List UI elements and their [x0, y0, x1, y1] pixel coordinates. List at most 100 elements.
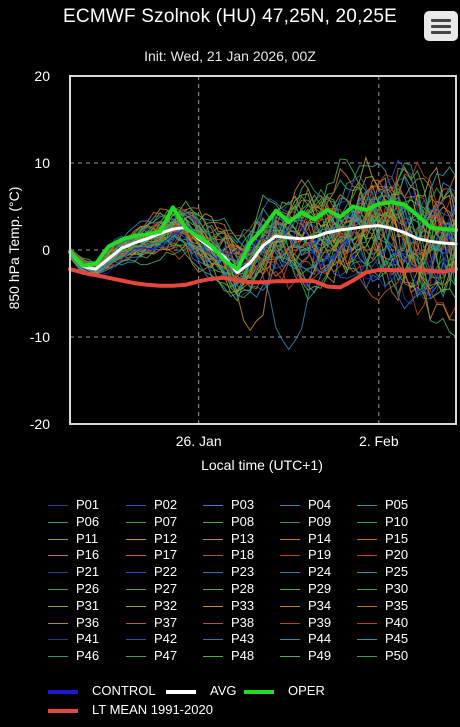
legend-swatch	[48, 572, 68, 574]
legend-swatch	[280, 605, 300, 607]
legend-label: P07	[154, 513, 178, 529]
legend-label: P03	[231, 497, 255, 512]
legend-item-p11[interactable]: P11	[48, 531, 98, 547]
legend-item-p45[interactable]: P45	[357, 631, 408, 647]
plot-frame	[69, 75, 457, 425]
legend-item-p50[interactable]: P50	[357, 648, 408, 664]
legend-label: P43	[231, 631, 255, 647]
legend-item-p06[interactable]: P06	[48, 514, 99, 530]
legend-label: CONTROL	[92, 683, 156, 698]
ensemble-line-control	[69, 215, 457, 299]
legend-item-p37[interactable]: P37	[126, 615, 177, 631]
legend-item-p15[interactable]: P15	[357, 531, 408, 547]
legend-item-control[interactable]: CONTROL	[48, 683, 156, 699]
legend-label: P21	[76, 564, 100, 580]
legend-label: P19	[308, 547, 332, 563]
legend-swatch	[357, 622, 377, 624]
legend-item-p33[interactable]: P33	[203, 598, 254, 614]
legend-item-p39[interactable]: P39	[280, 615, 331, 631]
legend-swatch	[166, 689, 196, 694]
legend-item-p25[interactable]: P25	[357, 564, 408, 580]
legend-swatch	[126, 505, 146, 507]
legend-label: P48	[231, 648, 255, 664]
legend-item-p13[interactable]: P13	[203, 531, 254, 547]
legend-swatch	[280, 505, 300, 507]
legend-label: P02	[154, 497, 178, 512]
legend-swatch	[126, 572, 146, 574]
legend-item-p32[interactable]: P32	[126, 598, 177, 614]
y-tick-label: 0	[42, 242, 50, 258]
legend-label: P42	[154, 631, 178, 647]
legend-item-oper[interactable]: OPER	[244, 683, 325, 699]
legend-item-avg[interactable]: AVG	[166, 683, 237, 699]
legend-item-p38[interactable]: P38	[203, 615, 254, 631]
legend-item-p17[interactable]: P17	[126, 547, 177, 563]
legend-item-p19[interactable]: P19	[280, 547, 331, 563]
legend-item-p28[interactable]: P28	[203, 581, 254, 597]
series-line-oper	[68, 200, 458, 272]
legend-item-p27[interactable]: P27	[126, 581, 177, 597]
legend-item-p08[interactable]: P08	[203, 514, 254, 530]
legend-item-p29[interactable]: P29	[280, 581, 331, 597]
legend-item-p05[interactable]: P05	[357, 497, 408, 513]
legend-item-p18[interactable]: P18	[203, 547, 254, 563]
legend-label: P33	[231, 597, 255, 613]
init-time-subtitle: Init: Wed, 21 Jan 2026, 00Z	[144, 48, 316, 64]
legend-swatch	[280, 656, 300, 658]
legend-label: P45	[385, 631, 409, 647]
legend-item-p02[interactable]: P02	[126, 497, 177, 513]
legend-item-p24[interactable]: P24	[280, 564, 331, 580]
legend-item-p35[interactable]: P35	[357, 598, 408, 614]
legend-item-p34[interactable]: P34	[280, 598, 331, 614]
legend-label: P09	[308, 513, 332, 529]
legend-swatch	[48, 555, 68, 557]
legend-item-p26[interactable]: P26	[48, 581, 99, 597]
legend-swatch	[280, 538, 300, 540]
legend-item-p14[interactable]: P14	[280, 531, 331, 547]
legend-item-p09[interactable]: P09	[280, 514, 331, 530]
legend-item-p07[interactable]: P07	[126, 514, 177, 530]
legend-label: P01	[76, 497, 100, 512]
legend-label: P26	[76, 581, 100, 596]
legend-label: P34	[308, 597, 332, 613]
legend-label: P25	[385, 564, 409, 580]
legend-item-p46[interactable]: P46	[48, 648, 99, 664]
legend-swatch	[357, 572, 377, 574]
legend-item-p48[interactable]: P48	[203, 648, 254, 664]
legend-item-p01[interactable]: P01	[48, 497, 99, 513]
legend-item-p21[interactable]: P21	[48, 564, 99, 580]
legend-item-p23[interactable]: P23	[203, 564, 254, 580]
legend-item-p03[interactable]: P03	[203, 497, 254, 513]
legend-label: P35	[385, 597, 409, 613]
legend-item-p31[interactable]: P31	[48, 598, 99, 614]
legend-item-lt[interactable]: LT MEAN 1991-2020	[48, 702, 213, 718]
hamburger-menu-icon[interactable]	[424, 11, 458, 41]
ensemble-line-p49	[69, 174, 457, 300]
legend-swatch	[203, 555, 223, 557]
legend-item-p20[interactable]: P20	[357, 547, 408, 563]
legend-swatch	[126, 589, 146, 591]
legend-item-p43[interactable]: P43	[203, 631, 254, 647]
legend-label: P28	[231, 581, 255, 596]
legend-item-p12[interactable]: P12	[126, 531, 177, 547]
legend-item-p22[interactable]: P22	[126, 564, 177, 580]
legend-label: LT MEAN 1991-2020	[92, 702, 213, 717]
legend-label: P41	[76, 631, 100, 647]
legend-item-p44[interactable]: P44	[280, 631, 331, 647]
legend-item-p42[interactable]: P42	[126, 631, 177, 647]
legend-item-p49[interactable]: P49	[280, 648, 331, 664]
legend-swatch	[203, 605, 223, 607]
ensemble-line-p45	[69, 166, 457, 273]
legend-item-p36[interactable]: P36	[48, 615, 99, 631]
legend-swatch	[357, 555, 377, 557]
legend-item-p10[interactable]: P10	[357, 514, 408, 530]
legend-swatch	[203, 505, 223, 507]
legend-item-p41[interactable]: P41	[48, 631, 99, 647]
legend-item-p40[interactable]: P40	[357, 615, 408, 631]
legend-item-p30[interactable]: P30	[357, 581, 408, 597]
legend-item-p47[interactable]: P47	[126, 648, 177, 664]
legend-item-p16[interactable]: P16	[48, 547, 99, 563]
legend-item-p04[interactable]: P04	[280, 497, 331, 513]
legend-label: P50	[385, 648, 409, 664]
legend-swatch	[126, 639, 146, 641]
